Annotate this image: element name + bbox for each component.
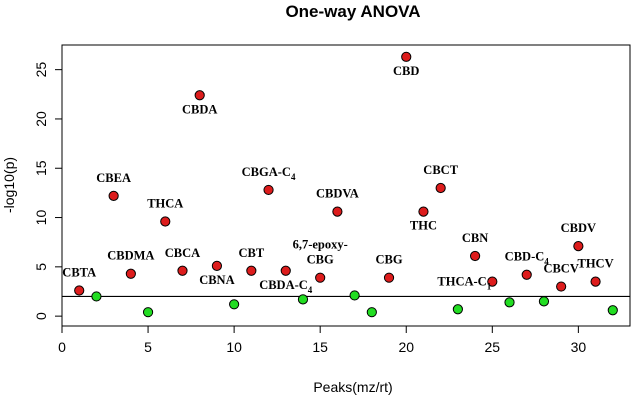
point-label-text: CBT bbox=[238, 246, 264, 260]
significant-point bbox=[521, 269, 532, 280]
point-label: CBCA bbox=[165, 246, 200, 260]
significant-point bbox=[263, 184, 274, 196]
nonsignificant-point bbox=[142, 307, 154, 318]
point-label: CBCV bbox=[543, 262, 578, 276]
x-tick-label: 10 bbox=[226, 339, 242, 355]
point-label: CBDA bbox=[182, 102, 217, 116]
plot-area bbox=[61, 44, 631, 327]
significant-point bbox=[573, 241, 584, 252]
significant-point bbox=[556, 281, 567, 292]
y-tick-label: 15 bbox=[33, 160, 49, 176]
point-label-text: CBD-C bbox=[505, 250, 545, 264]
point-label: CBGA-C4 bbox=[242, 165, 296, 182]
significant-point bbox=[590, 276, 601, 287]
significant-point bbox=[435, 182, 446, 194]
point-label: CBEA bbox=[96, 171, 131, 185]
nonsignificant-point bbox=[452, 304, 463, 315]
significant-point bbox=[315, 272, 326, 283]
x-tick-label: 5 bbox=[144, 339, 152, 355]
significant-point bbox=[332, 206, 343, 217]
x-tick-label: 0 bbox=[58, 339, 66, 355]
y-tick-label: 20 bbox=[33, 111, 49, 127]
point-label-text: CBDV bbox=[561, 221, 596, 235]
nonsignificant-point bbox=[538, 296, 550, 307]
nonsignificant-point bbox=[366, 307, 377, 318]
point-label: CBG bbox=[307, 253, 334, 267]
significant-point bbox=[469, 250, 481, 262]
point-label-text: CBDA bbox=[182, 102, 217, 116]
point-label-text: THCA-C bbox=[437, 275, 486, 289]
point-label-text: CBG bbox=[375, 253, 402, 267]
y-tick-label: 10 bbox=[33, 210, 49, 226]
point-label-text: CBCT bbox=[423, 163, 458, 177]
point-label: CBD bbox=[393, 64, 419, 78]
point-label-subscript: 1 bbox=[487, 282, 492, 292]
significant-point bbox=[194, 90, 205, 101]
point-label-text: CBCA bbox=[165, 246, 200, 260]
nonsignificant-point bbox=[91, 291, 102, 302]
point-label: CBDA-C4 bbox=[259, 278, 313, 295]
y-axis-label: -log10(p) bbox=[1, 157, 17, 213]
point-label-text: THCA bbox=[147, 196, 183, 210]
point-label: CBDVA bbox=[316, 187, 359, 201]
point-label-subscript: 4 bbox=[291, 172, 296, 182]
point-label-text: CBNA bbox=[199, 273, 234, 287]
nonsignificant-point bbox=[349, 290, 360, 301]
x-axis-label: Peaks(mz/rt) bbox=[313, 379, 392, 395]
point-label-text: THCV bbox=[578, 257, 614, 271]
point-label-text: CBD bbox=[393, 64, 419, 78]
point-label-text: THC bbox=[410, 219, 437, 233]
significant-point bbox=[418, 206, 429, 217]
nonsignificant-point bbox=[607, 305, 618, 316]
chart-title: One-way ANOVA bbox=[285, 2, 420, 21]
y-tick-label: 5 bbox=[33, 263, 49, 271]
point-label-text: CBEA bbox=[96, 171, 131, 185]
point-label-text: CBCV bbox=[543, 262, 578, 276]
point-label: CBD-C4 bbox=[505, 250, 550, 267]
significant-point bbox=[177, 265, 188, 276]
point-label-text: CBDVA bbox=[316, 187, 359, 201]
point-label-text: CBG bbox=[307, 253, 334, 267]
y-tick-label: 25 bbox=[33, 62, 49, 78]
y-tick-label: 0 bbox=[33, 312, 49, 320]
x-tick-label: 15 bbox=[312, 339, 328, 355]
significant-point bbox=[74, 285, 85, 296]
point-label: CBTA bbox=[62, 266, 96, 280]
x-tick-label: 25 bbox=[485, 339, 501, 355]
nonsignificant-point bbox=[229, 299, 240, 310]
point-label: CBT bbox=[238, 246, 264, 260]
significant-point bbox=[211, 260, 223, 271]
x-tick-label: 20 bbox=[398, 339, 414, 355]
point-label: CBCT bbox=[423, 163, 458, 177]
point-label: CBDV bbox=[561, 221, 596, 235]
point-label: CBN bbox=[462, 231, 488, 245]
point-label: CBG bbox=[375, 253, 402, 267]
point-label-text: CBDA-C bbox=[259, 278, 308, 292]
point-label: CBNA bbox=[199, 273, 234, 287]
nonsignificant-point bbox=[297, 294, 309, 305]
point-label-subscript: 4 bbox=[544, 257, 549, 267]
significant-point bbox=[280, 265, 291, 276]
significant-point bbox=[160, 216, 171, 227]
point-label-line2: 6,7-epoxy- bbox=[293, 238, 348, 252]
point-label-text: CBTA bbox=[62, 266, 96, 280]
point-label: THCA-C1 bbox=[437, 275, 491, 292]
point-label: THCV bbox=[578, 257, 614, 271]
significant-point bbox=[125, 268, 136, 279]
significant-point bbox=[108, 190, 119, 201]
significant-point bbox=[246, 265, 257, 276]
significant-point bbox=[401, 51, 412, 62]
point-label-subscript: 4 bbox=[308, 285, 313, 295]
x-tick-label: 30 bbox=[571, 339, 587, 355]
point-label-text: CBDMA bbox=[107, 249, 154, 263]
significant-point bbox=[487, 276, 498, 287]
point-label: THC bbox=[410, 219, 437, 233]
point-label: CBDMA bbox=[107, 249, 154, 263]
significant-point bbox=[383, 272, 395, 283]
nonsignificant-point bbox=[504, 297, 515, 308]
point-label-text: CBN bbox=[462, 231, 488, 245]
point-label: THCA bbox=[147, 196, 183, 210]
point-label-text: CBGA-C bbox=[242, 165, 291, 179]
